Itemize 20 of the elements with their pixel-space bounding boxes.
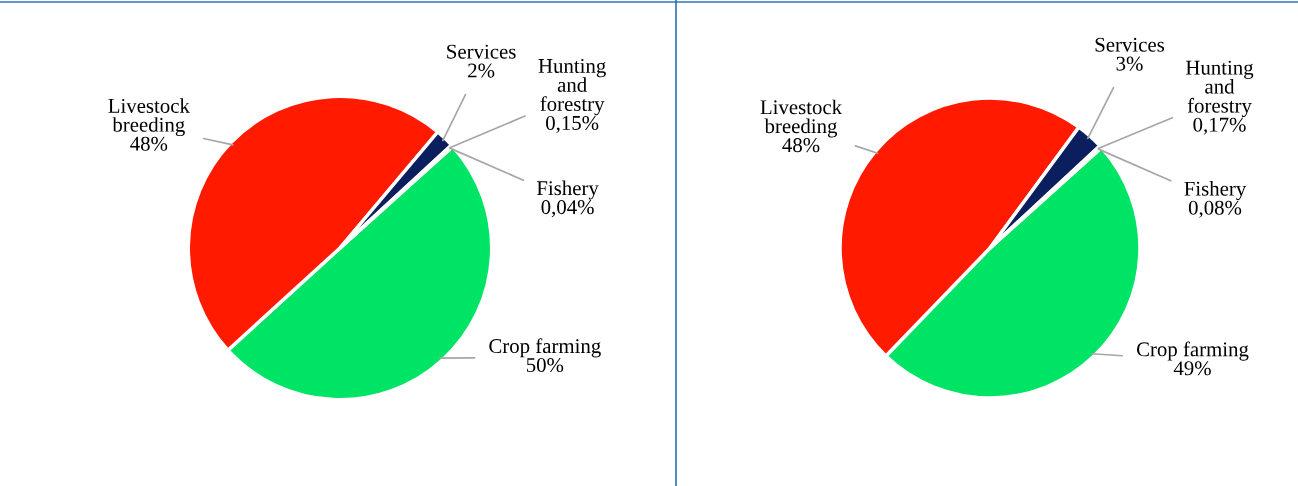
slice-label: Hunting and forestry <box>538 58 606 116</box>
data-label: 2% <box>468 63 495 78</box>
data-label: 48% <box>782 138 820 153</box>
data-label: 0,08% <box>1188 200 1242 218</box>
slice-label: Crop farming <box>489 338 601 358</box>
slice-label: Livestock breeding <box>108 98 190 137</box>
slice-label: Services <box>1095 37 1165 52</box>
data-label: 50% <box>526 357 564 373</box>
data-label: 0,04% <box>541 200 594 218</box>
slice-label: Fishery <box>536 180 599 200</box>
slice-label: Crop farming <box>1136 341 1249 361</box>
slice-label: Hunting and forestry <box>1185 60 1254 118</box>
slice-label: Services <box>447 44 516 59</box>
data-label: 3% <box>1116 56 1143 71</box>
slice-label: Livestock breeding <box>760 99 843 138</box>
data-label: 0,15% <box>546 115 599 133</box>
data-label: 48% <box>130 136 168 151</box>
slice-label: Fishery <box>1184 181 1247 201</box>
data-label: 49% <box>1173 361 1211 376</box>
data-label: 0,17% <box>1193 117 1246 135</box>
